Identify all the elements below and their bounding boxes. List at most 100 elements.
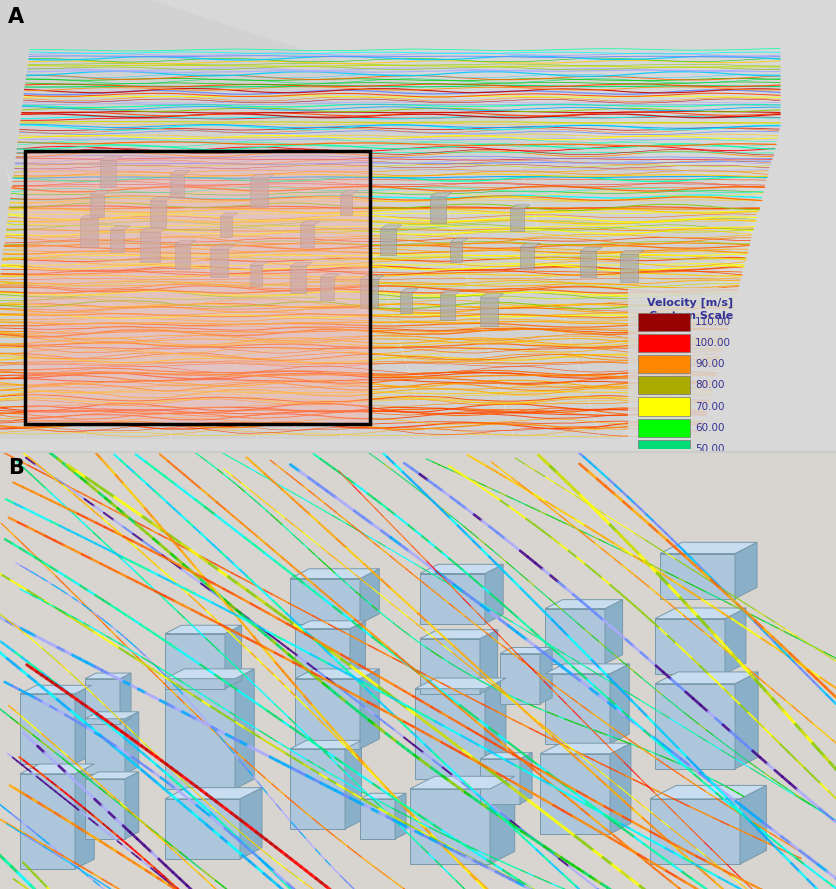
Polygon shape bbox=[110, 226, 130, 230]
Text: 30.00: 30.00 bbox=[694, 486, 724, 496]
Bar bbox=[637, 461, 689, 479]
Polygon shape bbox=[609, 664, 629, 744]
Bar bbox=[289, 267, 306, 292]
Polygon shape bbox=[650, 785, 766, 799]
Polygon shape bbox=[175, 240, 196, 244]
Bar bbox=[250, 265, 262, 285]
Polygon shape bbox=[240, 788, 262, 859]
Text: 70.00: 70.00 bbox=[694, 402, 724, 412]
Polygon shape bbox=[660, 554, 734, 598]
Polygon shape bbox=[544, 664, 629, 674]
Bar bbox=[90, 195, 104, 217]
Polygon shape bbox=[420, 565, 502, 573]
Polygon shape bbox=[499, 653, 539, 704]
Bar bbox=[637, 355, 689, 373]
Polygon shape bbox=[165, 788, 262, 799]
Polygon shape bbox=[165, 634, 225, 689]
Polygon shape bbox=[544, 600, 622, 609]
Bar bbox=[637, 440, 689, 458]
Polygon shape bbox=[349, 621, 365, 678]
Text: 10.00: 10.00 bbox=[694, 529, 724, 539]
Bar bbox=[339, 195, 352, 215]
Bar bbox=[440, 294, 455, 320]
Bar bbox=[637, 313, 689, 331]
Polygon shape bbox=[165, 669, 254, 678]
Polygon shape bbox=[655, 608, 745, 619]
Polygon shape bbox=[489, 776, 514, 864]
Polygon shape bbox=[655, 619, 724, 674]
Bar bbox=[150, 201, 166, 227]
Bar bbox=[627, 287, 827, 629]
Polygon shape bbox=[539, 754, 609, 834]
Polygon shape bbox=[85, 712, 139, 719]
Bar bbox=[220, 217, 232, 237]
Text: Max:  161.73: Max: 161.73 bbox=[637, 589, 705, 598]
Polygon shape bbox=[20, 773, 75, 869]
Polygon shape bbox=[294, 678, 359, 749]
Polygon shape bbox=[20, 764, 94, 773]
Bar bbox=[637, 334, 689, 352]
Polygon shape bbox=[359, 669, 379, 749]
Bar bbox=[619, 254, 637, 283]
Polygon shape bbox=[655, 672, 757, 684]
Polygon shape bbox=[544, 609, 604, 664]
Polygon shape bbox=[724, 608, 745, 674]
Bar bbox=[170, 174, 184, 196]
Polygon shape bbox=[85, 772, 139, 779]
Bar bbox=[400, 292, 411, 313]
Polygon shape bbox=[250, 174, 273, 179]
Polygon shape bbox=[484, 678, 505, 779]
Polygon shape bbox=[359, 799, 395, 839]
Polygon shape bbox=[235, 669, 254, 789]
Bar bbox=[319, 277, 334, 300]
Bar bbox=[299, 225, 314, 247]
Bar bbox=[479, 298, 497, 326]
Bar bbox=[99, 160, 116, 187]
Polygon shape bbox=[289, 569, 379, 579]
Polygon shape bbox=[359, 569, 379, 623]
Polygon shape bbox=[660, 542, 756, 554]
Polygon shape bbox=[415, 689, 484, 779]
Bar bbox=[637, 525, 689, 543]
Polygon shape bbox=[90, 190, 110, 195]
Polygon shape bbox=[299, 221, 319, 225]
Polygon shape bbox=[619, 250, 643, 254]
Polygon shape bbox=[99, 156, 122, 160]
Polygon shape bbox=[319, 274, 339, 277]
Polygon shape bbox=[85, 779, 125, 839]
Text: 80.00: 80.00 bbox=[694, 380, 724, 390]
Polygon shape bbox=[650, 799, 739, 864]
Polygon shape bbox=[499, 647, 552, 653]
Polygon shape bbox=[400, 289, 417, 292]
Bar bbox=[80, 219, 98, 247]
Polygon shape bbox=[519, 243, 539, 247]
Text: Velocity [m/s]: Velocity [m/s] bbox=[646, 298, 732, 308]
Polygon shape bbox=[225, 625, 242, 689]
Polygon shape bbox=[479, 753, 532, 759]
Text: 20.00: 20.00 bbox=[694, 508, 724, 517]
Polygon shape bbox=[289, 749, 344, 829]
Polygon shape bbox=[85, 673, 131, 678]
Polygon shape bbox=[420, 638, 479, 693]
Polygon shape bbox=[0, 0, 759, 439]
Polygon shape bbox=[140, 228, 166, 232]
Bar bbox=[110, 230, 124, 252]
Polygon shape bbox=[250, 261, 268, 265]
Polygon shape bbox=[539, 743, 630, 754]
Bar bbox=[380, 229, 395, 255]
Polygon shape bbox=[604, 600, 622, 664]
Text: 90.00: 90.00 bbox=[694, 359, 724, 369]
Polygon shape bbox=[20, 693, 75, 764]
Polygon shape bbox=[294, 669, 379, 678]
Polygon shape bbox=[579, 247, 601, 252]
Polygon shape bbox=[410, 789, 489, 864]
Bar bbox=[359, 279, 378, 308]
Polygon shape bbox=[165, 625, 242, 634]
Polygon shape bbox=[359, 793, 405, 799]
Polygon shape bbox=[80, 215, 104, 219]
Text: A: A bbox=[8, 7, 24, 27]
Polygon shape bbox=[220, 212, 237, 217]
Polygon shape bbox=[380, 225, 401, 229]
Polygon shape bbox=[734, 672, 757, 769]
Polygon shape bbox=[539, 647, 552, 704]
